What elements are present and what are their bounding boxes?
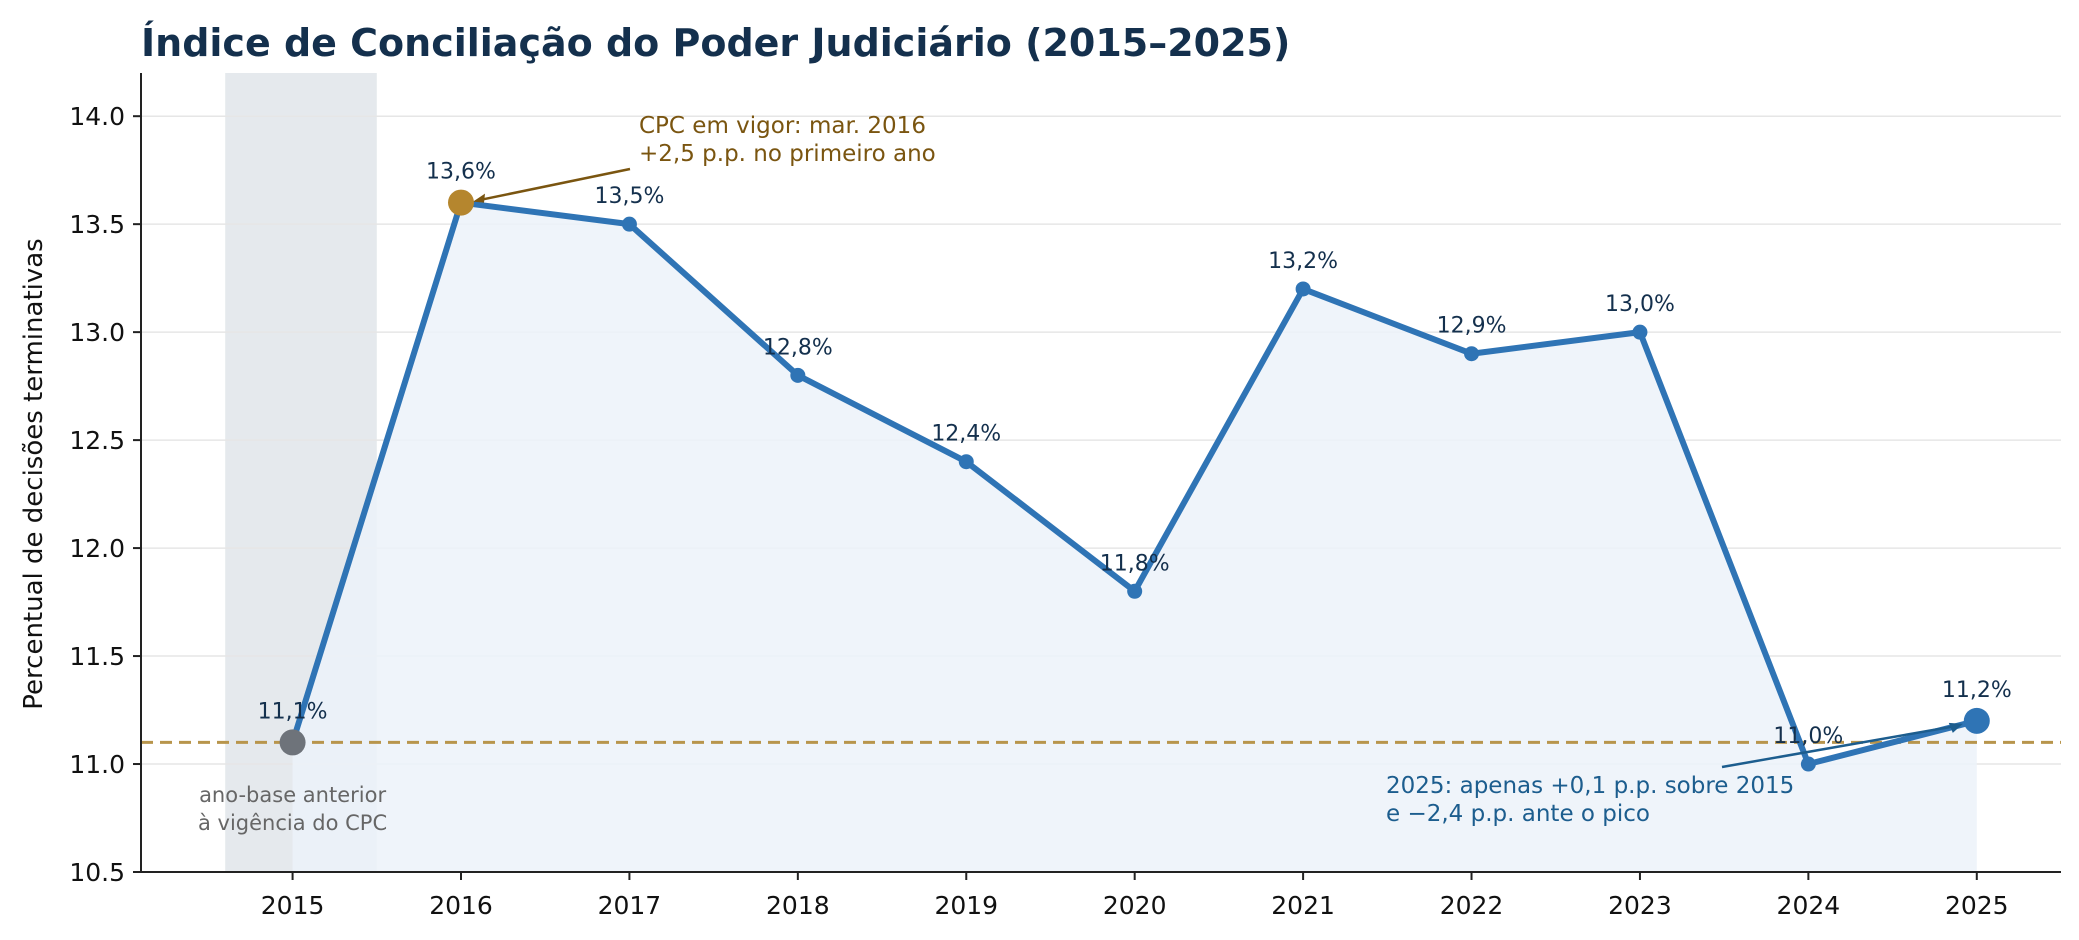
data-label-2022: 12,9% [1437,314,1507,339]
data-point-2024 [1800,756,1816,772]
x-tick-label-6: 2021 [1271,891,1335,920]
y-axis-label: Percentual de decisões terminativas [19,238,49,709]
data-point-2025 [1963,707,1990,734]
data-label-2018: 12,8% [763,335,833,360]
data-label-2025: 11,2% [1942,678,2012,703]
y-tick-label-0: 10.5 [69,858,125,887]
data-label-2016: 13,6% [426,160,496,185]
data-label-2023: 13,0% [1605,292,1675,317]
data-point-2018 [790,367,806,383]
x-tick-label-9: 2024 [1777,891,1841,920]
data-label-2019: 12,4% [931,422,1001,447]
latest-arrow-head [1948,722,1963,733]
latest-annotation-line-1: 2025: apenas +0,1 p.p. sobre 2015 [1386,773,1794,799]
area-fill [292,202,1977,872]
cpc-arrow-head [473,193,485,203]
data-point-2020 [1127,583,1143,599]
base-annotation-line-1: ano-base anterior [199,783,386,807]
x-tick-label-8: 2023 [1608,891,1672,920]
data-point-2021 [1295,281,1311,297]
x-tick-label-7: 2022 [1440,891,1504,920]
data-point-2015 [279,729,306,756]
y-tick-label-2: 11.5 [69,642,125,671]
data-label-2021: 13,2% [1268,249,1338,274]
y-tick-label-5: 13.0 [69,318,125,347]
latest-annotation-line-2: e −2,4 p.p. ante o pico [1386,801,1650,827]
data-label-2017: 13,5% [594,184,664,209]
data-point-2022 [1464,346,1480,362]
x-tick-label-10: 2025 [1945,891,2009,920]
chart-title: Índice de Conciliação do Poder Judiciári… [141,21,1290,65]
cpc-arrow-line [476,167,631,202]
x-tick-label-1: 2016 [429,891,493,920]
x-tick-label-5: 2020 [1103,891,1167,920]
x-tick-label-2: 2017 [598,891,662,920]
data-label-2015: 11,1% [258,699,328,724]
y-tick-label-7: 14.0 [69,102,125,131]
latest-arrow-line [1721,724,1958,769]
cpc-annotation-line-1: CPC em vigor: mar. 2016 [639,113,926,139]
y-tick-label-3: 12.0 [69,534,125,563]
data-point-2019 [958,454,974,470]
cpc-annotation-line-2: +2,5 p.p. no primeiro ano [639,141,936,167]
x-tick-label-0: 2015 [261,891,325,920]
data-label-2024: 11,0% [1773,724,1843,749]
base-annotation-line-2: à vigência do CPC [198,811,387,835]
y-tick-label-6: 13.5 [69,210,125,239]
y-tick-label-4: 12.5 [69,426,125,455]
y-tick-label-1: 11.0 [69,750,125,779]
data-point-2017 [621,216,637,232]
data-label-2020: 11,8% [1100,551,1170,576]
data-point-2016 [448,189,474,216]
x-tick-label-3: 2018 [766,891,830,920]
x-tick-label-4: 2019 [934,891,998,920]
data-point-2023 [1632,324,1648,340]
